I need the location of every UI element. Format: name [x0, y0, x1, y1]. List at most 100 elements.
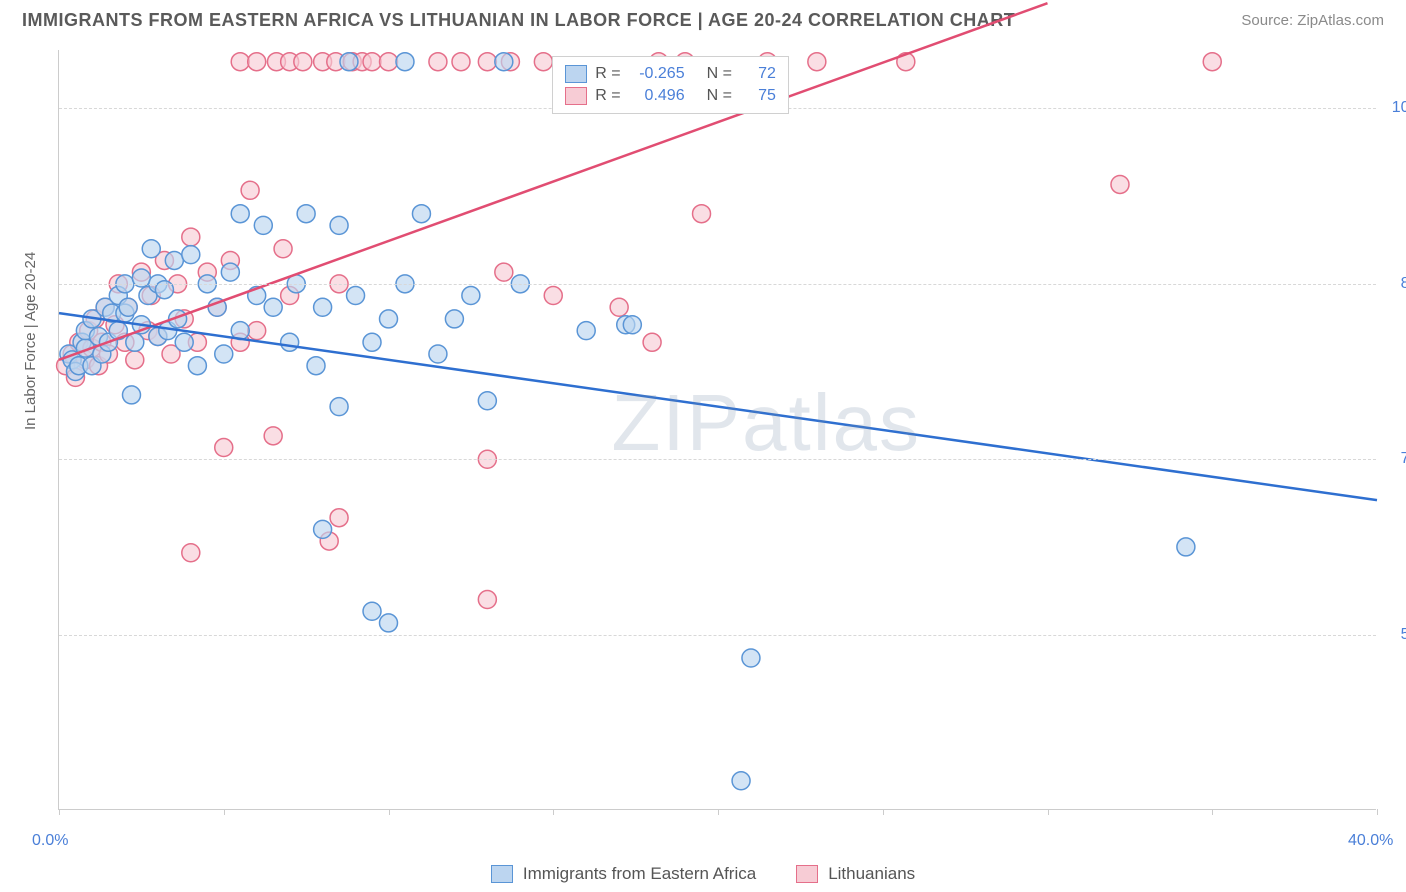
data-point: [445, 310, 463, 328]
r-value: -0.265: [635, 65, 685, 83]
n-label: N =: [707, 65, 732, 83]
y-tick-label: 85.0%: [1386, 275, 1406, 293]
data-point: [188, 357, 206, 375]
data-point: [495, 53, 513, 71]
swatch-series-b: [796, 865, 818, 883]
data-point: [264, 427, 282, 445]
data-point: [495, 263, 513, 281]
n-label: N =: [707, 87, 732, 105]
data-point: [142, 240, 160, 258]
data-point: [742, 649, 760, 667]
x-tick: [389, 809, 390, 815]
legend-label-series-a: Immigrants from Eastern Africa: [523, 864, 756, 884]
data-point: [732, 772, 750, 790]
correlation-legend-row: R = -0.265 N = 72: [565, 63, 776, 85]
data-point: [478, 591, 496, 609]
x-tick-label: 0.0%: [32, 832, 68, 850]
data-point: [330, 216, 348, 234]
gridline: [59, 284, 1376, 285]
gridline: [59, 459, 1376, 460]
data-point: [347, 287, 365, 305]
trend-line: [59, 313, 1377, 500]
data-point: [241, 181, 259, 199]
data-point: [452, 53, 470, 71]
data-point: [297, 205, 315, 223]
data-point: [363, 53, 381, 71]
legend-label-series-b: Lithuanians: [828, 864, 915, 884]
data-point: [363, 602, 381, 620]
correlation-legend-row: R = 0.496 N = 75: [565, 85, 776, 107]
data-point: [165, 251, 183, 269]
y-tick-label: 70.0%: [1386, 450, 1406, 468]
data-point: [221, 263, 239, 281]
y-axis-label: In Labor Force | Age 20-24: [22, 252, 39, 430]
scatter-plot-svg: [59, 50, 1376, 809]
x-tick: [1377, 809, 1378, 815]
data-point: [1177, 538, 1195, 556]
x-tick: [553, 809, 554, 815]
chart-source: Source: ZipAtlas.com: [1241, 12, 1384, 29]
data-point: [478, 53, 496, 71]
y-tick-label: 55.0%: [1386, 626, 1406, 644]
data-point: [182, 246, 200, 264]
data-point: [314, 520, 332, 538]
r-label: R =: [595, 65, 620, 83]
data-point: [462, 287, 480, 305]
data-point: [1203, 53, 1221, 71]
data-point: [380, 310, 398, 328]
data-point: [577, 322, 595, 340]
data-point: [340, 53, 358, 71]
gridline: [59, 635, 1376, 636]
data-point: [231, 205, 249, 223]
data-point: [1111, 175, 1129, 193]
correlation-legend: R = -0.265 N = 72 R = 0.496 N = 75: [552, 56, 789, 114]
chart-plot-area: 55.0%70.0%85.0%100.0%: [58, 50, 1376, 810]
data-point: [330, 398, 348, 416]
chart-header: IMMIGRANTS FROM EASTERN AFRICA VS LITHUA…: [0, 0, 1406, 37]
data-point: [534, 53, 552, 71]
data-point: [281, 333, 299, 351]
data-point: [231, 53, 249, 71]
data-point: [175, 333, 193, 351]
data-point: [808, 53, 826, 71]
data-point: [693, 205, 711, 223]
x-tick: [224, 809, 225, 815]
data-point: [610, 298, 628, 316]
x-tick: [1212, 809, 1213, 815]
r-label: R =: [595, 87, 620, 105]
source-label: Source:: [1241, 12, 1297, 29]
swatch-series-a: [491, 865, 513, 883]
data-point: [363, 333, 381, 351]
data-point: [623, 316, 641, 334]
data-point: [182, 228, 200, 246]
x-tick: [1048, 809, 1049, 815]
data-point: [429, 345, 447, 363]
n-value: 72: [746, 65, 776, 83]
data-point: [294, 53, 312, 71]
source-name: ZipAtlas.com: [1297, 12, 1384, 29]
data-point: [478, 392, 496, 410]
data-point: [248, 322, 266, 340]
data-point: [215, 345, 233, 363]
data-point: [122, 386, 140, 404]
x-tick: [883, 809, 884, 815]
data-point: [643, 333, 661, 351]
x-tick-label: 40.0%: [1348, 832, 1393, 850]
y-tick-label: 100.0%: [1386, 99, 1406, 117]
x-tick: [59, 809, 60, 815]
data-point: [264, 298, 282, 316]
data-point: [314, 298, 332, 316]
data-point: [248, 53, 266, 71]
n-value: 75: [746, 87, 776, 105]
legend-item-series-a: Immigrants from Eastern Africa: [491, 864, 756, 884]
bottom-legend: Immigrants from Eastern Africa Lithuania…: [0, 864, 1406, 884]
data-point: [119, 298, 137, 316]
r-value: 0.496: [635, 87, 685, 105]
data-point: [126, 351, 144, 369]
data-point: [396, 53, 414, 71]
legend-item-series-b: Lithuanians: [796, 864, 915, 884]
data-point: [182, 544, 200, 562]
swatch-icon: [565, 87, 587, 105]
data-point: [307, 357, 325, 375]
data-point: [330, 509, 348, 527]
